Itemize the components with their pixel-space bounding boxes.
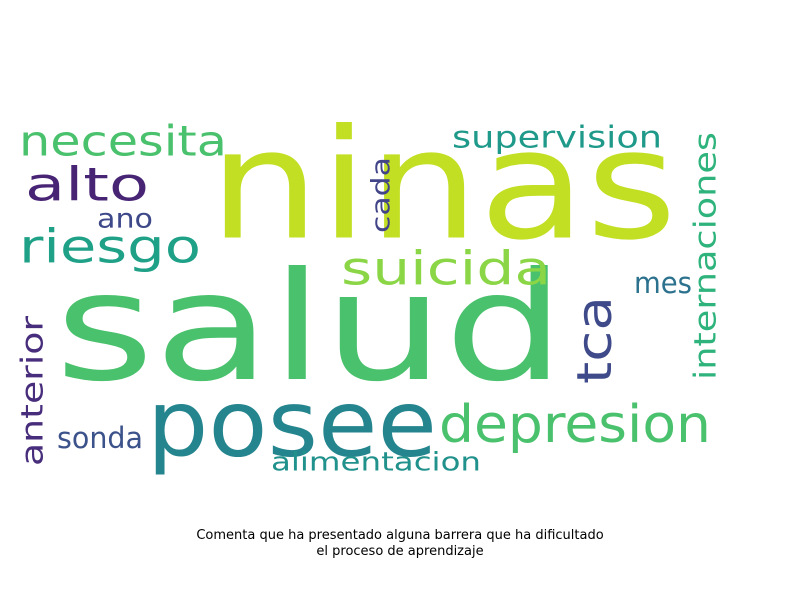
word-cada: cada: [367, 157, 397, 233]
word-necesita: necesita: [19, 117, 227, 166]
word-salud: salud: [55, 241, 565, 415]
word-suicida: suicida: [341, 242, 551, 296]
word-supervision: supervision: [452, 121, 662, 156]
word-alimentacion: alimentacion: [271, 448, 481, 478]
word-sonda: sonda: [57, 421, 143, 455]
caption-line-2: el proceso de aprendizaje: [316, 544, 484, 559]
word-tca: tca: [567, 296, 623, 384]
word-internaciones: internaciones: [689, 132, 724, 380]
word-mes: mes: [634, 266, 692, 300]
word-ninas: ninas: [209, 97, 677, 274]
caption: Comenta que ha presentado alguna barrera…: [0, 528, 800, 560]
word-alto: alto: [25, 158, 149, 212]
word-ano: ano: [97, 204, 153, 235]
word-depresion: depresion: [439, 395, 711, 455]
word-posee: posee: [147, 370, 437, 477]
word-anterior: anterior: [16, 315, 51, 466]
word-riesgo: riesgo: [19, 220, 201, 274]
caption-line-1: Comenta que ha presentado alguna barrera…: [196, 528, 604, 543]
